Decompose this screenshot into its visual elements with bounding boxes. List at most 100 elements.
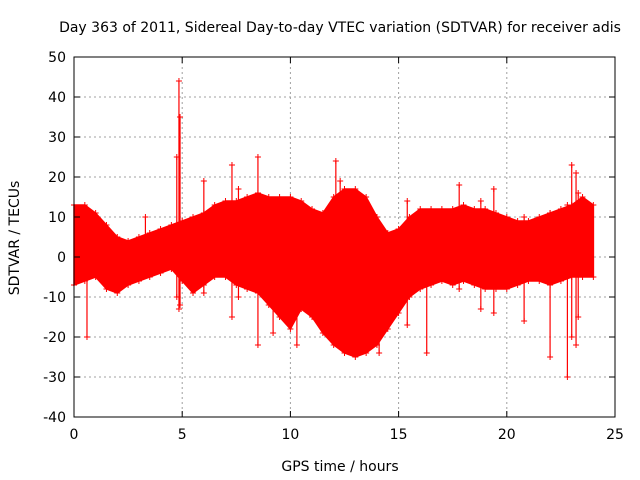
data-point xyxy=(125,282,132,288)
data-point xyxy=(177,114,184,120)
data-point xyxy=(352,354,359,360)
data-point xyxy=(590,274,597,280)
y-tick-label: -30 xyxy=(43,370,66,386)
data-point xyxy=(265,194,272,200)
data-point xyxy=(244,194,251,200)
data-point xyxy=(490,186,497,192)
data-point xyxy=(456,182,463,188)
data-point xyxy=(521,318,528,324)
data-point xyxy=(332,294,339,300)
data-point xyxy=(337,178,344,184)
data-point xyxy=(384,230,391,236)
data-point xyxy=(341,186,348,192)
data-point xyxy=(235,186,242,192)
data-point xyxy=(146,230,153,236)
data-point xyxy=(547,354,554,360)
data-point xyxy=(270,206,277,212)
data-point xyxy=(337,286,344,292)
data-point xyxy=(573,170,580,176)
y-tick-label: 20 xyxy=(48,170,66,186)
data-point xyxy=(579,194,586,200)
y-tick-label: -10 xyxy=(43,290,66,306)
x-tick-label: 5 xyxy=(178,427,187,443)
data-point xyxy=(438,278,445,284)
data-point xyxy=(373,214,380,220)
data-point xyxy=(503,214,510,220)
data-point xyxy=(142,266,149,272)
data-point xyxy=(568,334,575,340)
y-tick-label: 30 xyxy=(48,130,66,146)
data-point xyxy=(330,342,337,348)
data-point xyxy=(92,210,99,216)
data-point xyxy=(590,202,597,208)
data-point xyxy=(395,226,402,232)
data-point xyxy=(244,286,251,292)
x-tick-label: 10 xyxy=(281,427,299,443)
data-point xyxy=(175,306,182,312)
data-point xyxy=(298,306,305,312)
data-point xyxy=(514,282,521,288)
data-point xyxy=(319,330,326,336)
data-point xyxy=(575,190,582,196)
data-point xyxy=(298,198,305,204)
data-point xyxy=(575,314,582,320)
data-point xyxy=(309,206,316,212)
data-point xyxy=(363,350,370,356)
data-point xyxy=(200,290,207,296)
data-point xyxy=(222,198,229,204)
data-point xyxy=(114,290,121,296)
data-point xyxy=(521,214,528,220)
data-point xyxy=(168,222,175,228)
data-point xyxy=(477,306,484,312)
x-tick-label: 0 xyxy=(70,427,79,443)
data-point xyxy=(449,206,456,212)
data-point xyxy=(449,282,456,288)
y-tick-label: 0 xyxy=(57,250,66,266)
data-point xyxy=(568,162,575,168)
data-point xyxy=(460,278,467,284)
data-point xyxy=(503,286,510,292)
data-point xyxy=(514,218,521,224)
data-point xyxy=(146,274,153,280)
data-point xyxy=(287,194,294,200)
data-point xyxy=(547,210,554,216)
data-point xyxy=(490,310,497,316)
data-point xyxy=(228,162,235,168)
plot-frame xyxy=(73,56,616,418)
data-point xyxy=(564,202,571,208)
data-point xyxy=(157,270,164,276)
data-point xyxy=(293,342,300,348)
data-point xyxy=(573,342,580,348)
data-point xyxy=(157,226,164,232)
data-point xyxy=(83,250,90,256)
data-point xyxy=(103,286,110,292)
data-point xyxy=(352,186,359,192)
y-axis-label: SDTVAR / TECUs xyxy=(7,181,23,296)
data-point xyxy=(471,206,478,212)
data-point xyxy=(395,310,402,316)
y-tick-label: -40 xyxy=(43,410,66,426)
data-point xyxy=(173,294,180,300)
y-tick-label: 50 xyxy=(48,50,66,66)
data-point xyxy=(384,326,391,332)
data-point xyxy=(103,222,110,228)
data-point xyxy=(173,154,180,160)
data-point xyxy=(276,194,283,200)
data-point xyxy=(177,302,184,308)
data-point xyxy=(92,274,99,280)
y-tick-label: 40 xyxy=(48,90,66,106)
data-point xyxy=(309,314,316,320)
data-point xyxy=(404,322,411,328)
x-tick-label: 20 xyxy=(498,427,516,443)
data-point xyxy=(81,202,88,208)
data-point xyxy=(211,274,218,280)
data-point xyxy=(341,350,348,356)
x-axis-label: GPS time / hours xyxy=(281,459,398,475)
data-point xyxy=(287,326,294,332)
data-point xyxy=(564,374,571,380)
data-point xyxy=(211,202,218,208)
data-point xyxy=(477,198,484,204)
data-point xyxy=(190,290,197,296)
chart-title: Day 363 of 2011, Sidereal Day-to-day VTE… xyxy=(59,20,621,36)
